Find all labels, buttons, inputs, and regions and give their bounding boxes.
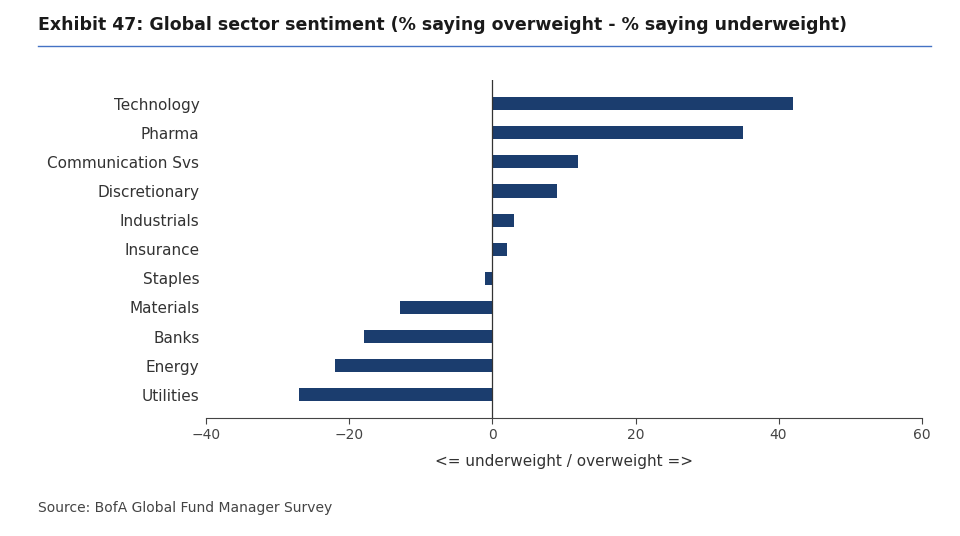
Bar bbox=[492, 243, 507, 256]
Bar bbox=[492, 184, 557, 198]
Bar bbox=[492, 155, 578, 168]
Bar bbox=[364, 330, 492, 343]
Bar bbox=[486, 272, 492, 285]
Bar bbox=[399, 301, 492, 314]
Bar bbox=[492, 126, 743, 139]
Text: Source: BofA Global Fund Manager Survey: Source: BofA Global Fund Manager Survey bbox=[38, 501, 333, 515]
Bar bbox=[492, 213, 514, 227]
Bar bbox=[335, 359, 492, 372]
X-axis label: <= underweight / overweight =>: <= underweight / overweight => bbox=[435, 453, 693, 468]
Bar bbox=[300, 388, 492, 401]
Text: Exhibit 47: Global sector sentiment (% saying overweight - % saying underweight): Exhibit 47: Global sector sentiment (% s… bbox=[38, 16, 848, 34]
Bar bbox=[492, 97, 793, 110]
